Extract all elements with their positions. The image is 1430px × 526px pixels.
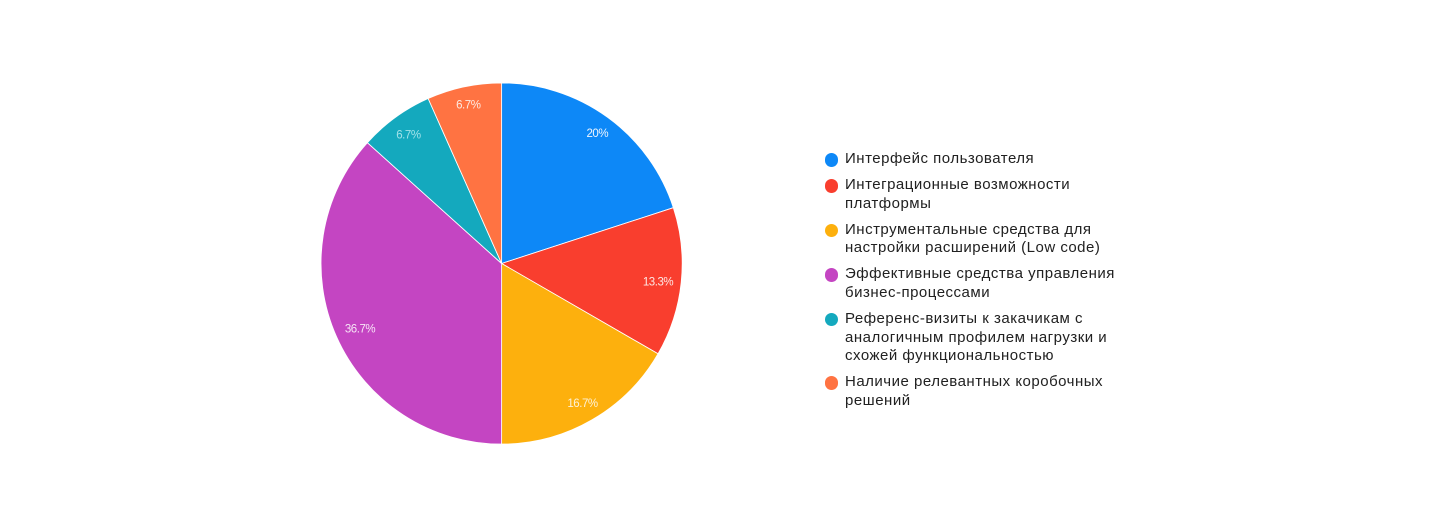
svg-text:6.7%: 6.7% (396, 130, 421, 142)
svg-text:6.7%: 6.7% (456, 99, 481, 111)
svg-text:13.3%: 13.3% (643, 276, 674, 288)
svg-text:16.7%: 16.7% (567, 398, 598, 410)
svg-text:20%: 20% (586, 128, 608, 140)
svg-text:36.7%: 36.7% (345, 324, 376, 336)
